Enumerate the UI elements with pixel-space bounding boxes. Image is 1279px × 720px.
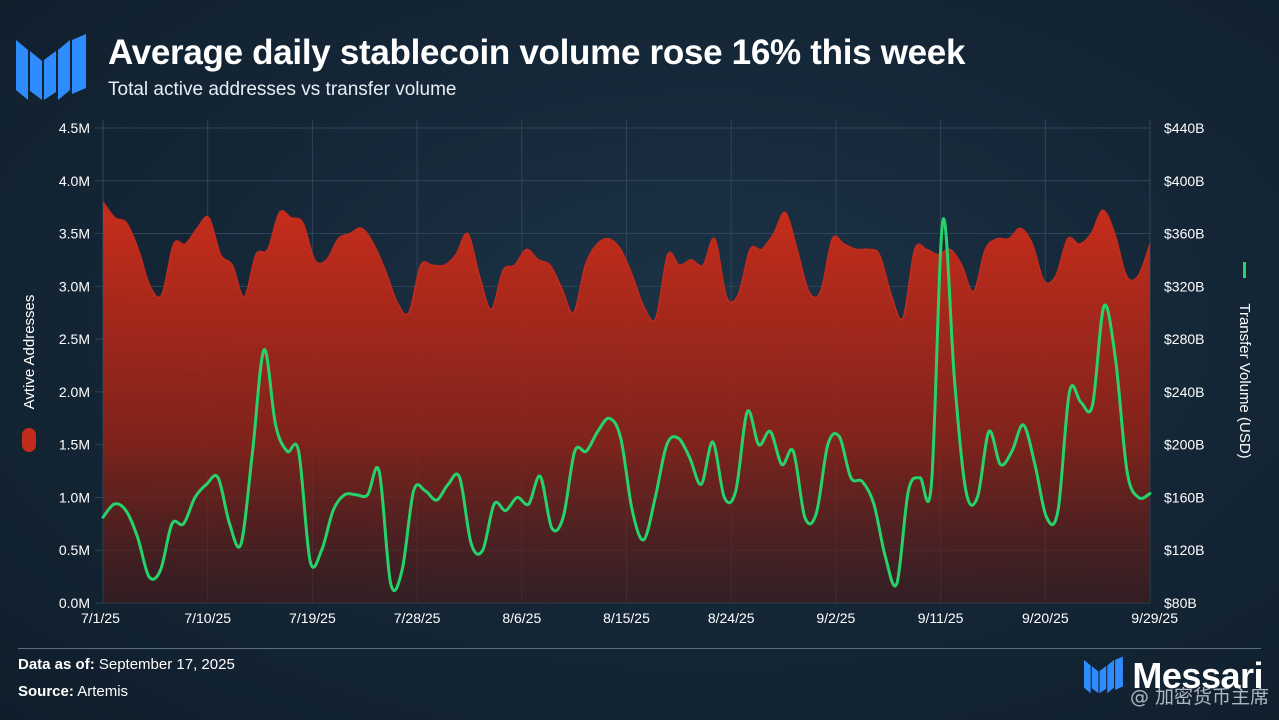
left-axis-title: Avtive Addresses	[21, 295, 38, 410]
right-tick-label: $80B	[1164, 595, 1197, 611]
data-as-of-value: September 17, 2025	[98, 656, 235, 673]
x-tick-label: 8/24/25	[708, 610, 755, 626]
plot-area	[101, 201, 1152, 603]
source-value: Artemis	[77, 683, 129, 700]
axis-titles: Avtive Addresses Transfer Volume (USD)	[21, 262, 1253, 459]
x-tick-label: 9/11/25	[918, 610, 964, 626]
active-addresses-line	[102, 201, 1151, 322]
chart-subtitle: Total active addresses vs transfer volum…	[108, 79, 457, 100]
right-tick-label: $280B	[1164, 331, 1204, 347]
left-tick-label: 2.5M	[59, 331, 90, 347]
left-axis-legend-swatch	[22, 428, 36, 452]
right-tick-label: $320B	[1164, 278, 1204, 294]
left-tick-label: 1.0M	[59, 489, 90, 505]
data-as-of-label: Data as of:	[18, 656, 95, 673]
x-tick-label: 7/1/25	[81, 610, 120, 626]
chart-title: Average daily stablecoin volume rose 16%…	[108, 33, 966, 72]
left-tick-label: 4.0M	[59, 173, 90, 189]
watermark-text: @ 加密货币主席	[1129, 686, 1269, 708]
left-axis-ticks: 0.0M 0.5M 1.0M 1.5M 2.0M 2.5M 3.0M 3.5M 4.0M 4.5M	[59, 120, 90, 611]
left-tick-label: 3.5M	[59, 226, 90, 242]
chart: 0.0M 0.5M 1.0M 1.5M 2.0M 2.5M 3.0M 3.5M 4.0M 4.5M…	[21, 120, 1253, 626]
x-tick-label: 7/19/25	[289, 610, 336, 626]
source: Source: Artemis	[18, 683, 128, 700]
right-tick-label: $440B	[1164, 120, 1204, 136]
source-label: Source:	[18, 683, 74, 700]
x-tick-label: 8/6/25	[502, 610, 541, 626]
x-tick-label: 9/2/25	[816, 610, 855, 626]
left-tick-label: 1.5M	[59, 437, 90, 453]
right-tick-label: $200B	[1164, 437, 1204, 453]
right-axis-ticks: $80B $120B $160B $200B $240B $280B $320B $360B $…	[1164, 120, 1204, 611]
right-tick-label: $160B	[1164, 489, 1204, 505]
right-tick-label: $120B	[1164, 542, 1204, 558]
right-tick-label: $360B	[1164, 226, 1204, 242]
right-axis-legend-swatch	[1243, 262, 1246, 278]
right-tick-label: $400B	[1164, 173, 1204, 189]
left-tick-label: 2.0M	[59, 384, 90, 400]
footer-divider	[18, 648, 1261, 649]
left-tick-label: 0.5M	[59, 542, 90, 558]
x-tick-label: 7/28/25	[394, 610, 441, 626]
data-as-of: Data as of: September 17, 2025	[18, 656, 235, 673]
brand: Messari	[1084, 655, 1263, 696]
left-tick-label: 3.0M	[59, 278, 90, 294]
transfer-volume-line	[101, 217, 1152, 592]
x-axis-ticks: 7/1/25 7/10/25 7/19/25 7/28/25 8/6/25 8/15/25…	[81, 610, 1178, 626]
right-axis-title: Transfer Volume (USD)	[1236, 303, 1253, 458]
messari-brand-icon	[1084, 656, 1124, 694]
x-tick-label: 8/15/25	[603, 610, 650, 626]
x-tick-label: 7/10/25	[184, 610, 231, 626]
left-tick-label: 0.0M	[59, 595, 90, 611]
brand-name: Messari	[1132, 655, 1263, 696]
left-tick-label: 4.5M	[59, 120, 90, 136]
messari-logo-icon	[16, 34, 86, 100]
x-tick-label: 9/29/25	[1131, 610, 1178, 626]
active-addresses-area	[103, 201, 1150, 603]
x-tick-label: 9/20/25	[1022, 610, 1069, 626]
right-tick-label: $240B	[1164, 384, 1204, 400]
